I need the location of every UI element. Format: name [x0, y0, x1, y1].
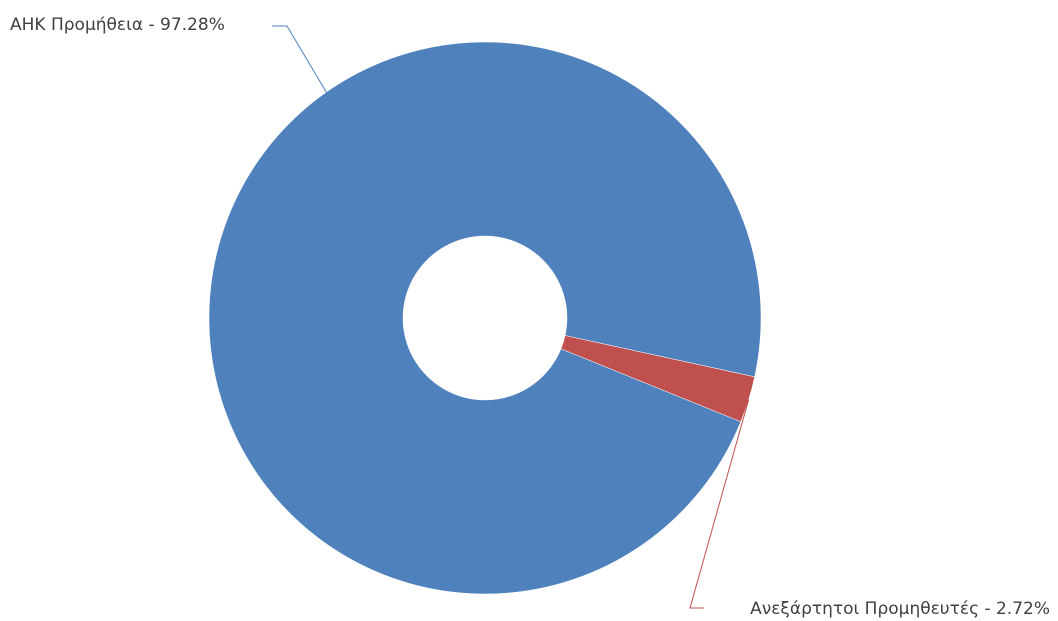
- leader-lines: [272, 25, 750, 609]
- leader-line-independent-suppliers: [689, 399, 750, 609]
- doughnut-slices: [208, 41, 762, 595]
- data-label-aik-supply: ΑΗΚ Προμήθεια - 97.28%: [10, 15, 225, 35]
- leader-line-aik-supply: [272, 25, 329, 96]
- slice-aik-supply: [208, 41, 762, 595]
- data-label-independent-suppliers: Ανεξάρτητοι Προμηθευτές - 2.72%: [750, 599, 1050, 619]
